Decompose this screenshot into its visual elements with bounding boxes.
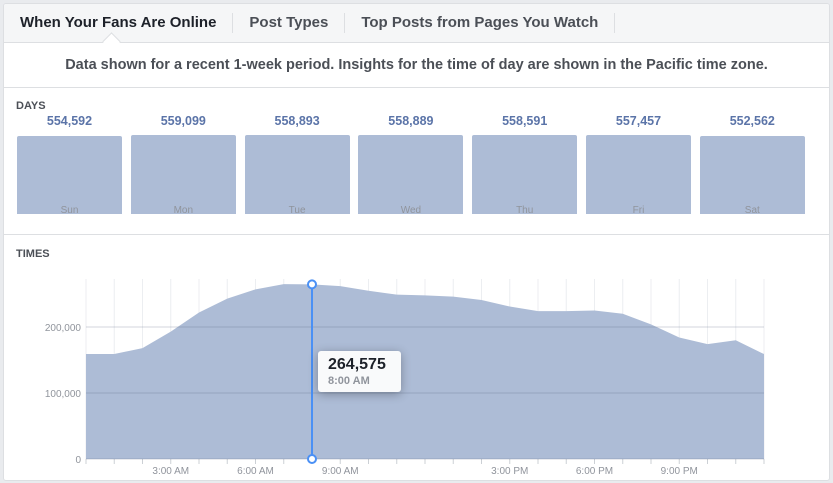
- day-column[interactable]: 559,099 Mon: [130, 114, 236, 234]
- day-value: 558,893: [274, 114, 320, 128]
- tab-post-types[interactable]: Post Types: [233, 13, 346, 33]
- day-value: 552,562: [729, 114, 775, 128]
- x-tick-label: 6:00 PM: [576, 466, 613, 477]
- day-value: 559,099: [160, 114, 206, 128]
- hover-point-bottom: [307, 454, 317, 464]
- days-label: DAYS: [16, 100, 46, 112]
- days-chart: 554,592 Sun 559,099 Mon 558,893 Tue 558,889 Wed…: [4, 114, 829, 234]
- area-series: [86, 284, 764, 459]
- y-tick-label: 200,000: [45, 323, 82, 334]
- day-value: 558,889: [388, 114, 434, 128]
- day-label: Thu: [516, 205, 534, 216]
- day-column[interactable]: 558,889 Wed: [358, 114, 464, 234]
- hover-point-top: [307, 279, 317, 290]
- day-label: Mon: [173, 205, 194, 216]
- x-tick-label: 3:00 AM: [152, 466, 189, 477]
- tab-bar: When Your Fans Are Online Post Types Top…: [4, 4, 829, 51]
- info-text: Data shown for a recent 1-week period. I…: [4, 43, 829, 88]
- tab-top-posts[interactable]: Top Posts from Pages You Watch: [345, 13, 616, 33]
- day-label: Wed: [400, 205, 422, 216]
- divider: [4, 234, 829, 235]
- x-tick-label: 3:00 PM: [491, 466, 528, 477]
- day-label: Tue: [288, 205, 306, 216]
- day-label: Fri: [632, 205, 645, 216]
- x-tick-label: 9:00 PM: [661, 466, 698, 477]
- day-bar[interactable]: [17, 135, 122, 214]
- times-label: TIMES: [16, 248, 50, 260]
- day-column[interactable]: 552,562 Sat: [699, 114, 805, 234]
- day-column[interactable]: 554,592 Sun: [17, 114, 122, 234]
- day-bar[interactable]: [358, 135, 464, 214]
- day-column[interactable]: 558,591 Thu: [472, 114, 578, 234]
- tooltip-time: 8:00 AM: [328, 375, 370, 387]
- day-bar[interactable]: [472, 135, 578, 214]
- tab-when-fans-online[interactable]: When Your Fans Are Online: [4, 13, 234, 33]
- x-tick-label: 6:00 AM: [237, 466, 274, 477]
- chart-tooltip: 264,575 8:00 AM: [318, 351, 401, 392]
- day-bar[interactable]: [130, 135, 236, 214]
- day-bar[interactable]: [586, 135, 691, 214]
- day-value: 558,591: [502, 114, 548, 128]
- day-bar[interactable]: [244, 135, 350, 214]
- day-value: 557,457: [615, 114, 662, 128]
- day-label: Sun: [60, 205, 79, 216]
- tooltip-value: 264,575: [328, 356, 386, 373]
- day-label: Sat: [744, 205, 760, 216]
- day-value: 554,592: [46, 114, 93, 128]
- y-tick-label: 0: [75, 455, 81, 466]
- x-tick-label: 9:00 AM: [322, 466, 359, 477]
- day-bar[interactable]: [699, 135, 805, 214]
- y-tick-label: 100,000: [45, 389, 82, 400]
- day-column[interactable]: 558,893 Tue: [244, 114, 350, 234]
- day-column[interactable]: 557,457 Fri: [586, 114, 691, 234]
